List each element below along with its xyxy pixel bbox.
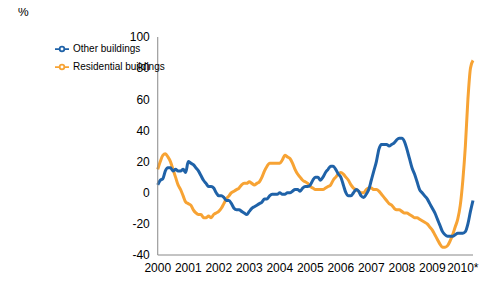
svg-text:2008: 2008 [388,261,415,275]
svg-text:2003: 2003 [236,261,263,275]
svg-text:2002: 2002 [205,261,232,275]
svg-text:2007: 2007 [358,261,385,275]
svg-text:2006: 2006 [327,261,354,275]
svg-text:2010*: 2010* [447,261,479,275]
svg-text:2005: 2005 [297,261,324,275]
svg-text:2009: 2009 [419,261,446,275]
svg-text:-40: -40 [132,248,150,262]
svg-text:20: 20 [136,155,150,169]
svg-text:0: 0 [143,186,150,200]
svg-text:80: 80 [136,61,150,75]
svg-text:2001: 2001 [175,261,202,275]
svg-text:2000: 2000 [144,261,171,275]
svg-text:-20: -20 [132,217,150,231]
svg-text:40: 40 [136,124,150,138]
svg-text:2004: 2004 [266,261,293,275]
svg-text:60: 60 [136,93,150,107]
svg-text:100: 100 [130,30,150,44]
